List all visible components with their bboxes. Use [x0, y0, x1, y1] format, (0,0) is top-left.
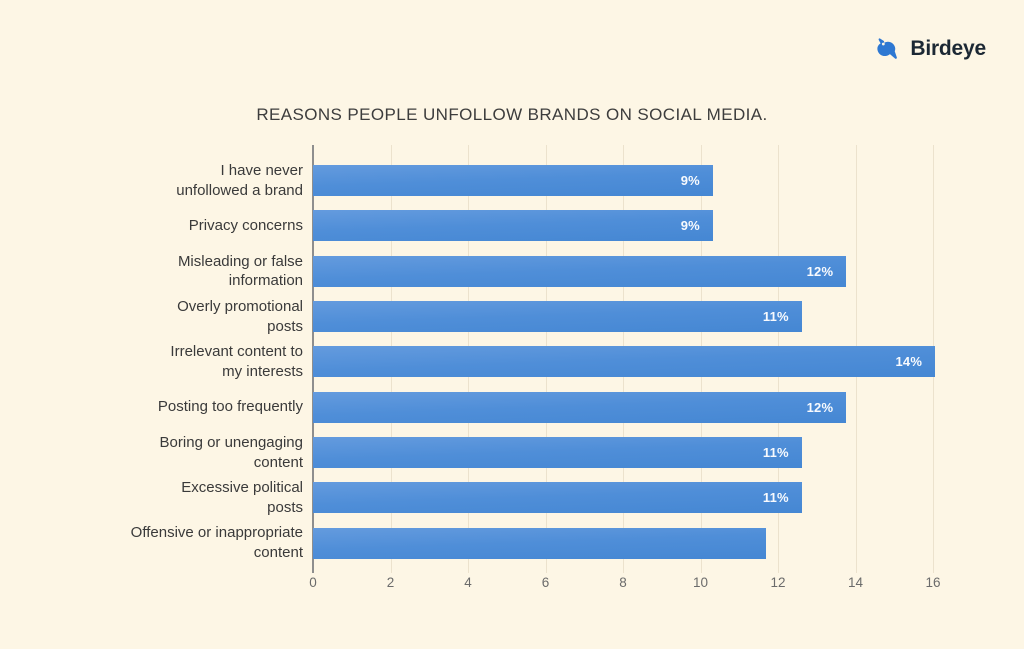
x-axis-tick-label: 14: [847, 575, 864, 590]
bar-rows: I have never unfollowed a brand 9% Priva…: [0, 158, 1024, 566]
x-axis-tick-label: 12: [770, 575, 786, 590]
bar-value-label: 11%: [762, 490, 789, 506]
bar: 12%: [313, 391, 847, 423]
chart-title: REASONS PEOPLE UNFOLLOW BRANDS ON SOCIAL…: [256, 105, 768, 124]
table-row: Posting too frequently 12%: [0, 385, 1024, 430]
category-label: Misleading or false information: [177, 252, 303, 290]
category-label: Posting too frequently: [157, 398, 303, 416]
table-row: Excessive political posts 11%: [0, 475, 1024, 520]
x-axis-tick-label: 0: [309, 575, 317, 590]
category-label: I have never unfollowed a brand: [176, 161, 303, 199]
bar-chart: I have never unfollowed a brand 9% Priva…: [0, 145, 1024, 590]
bar-value-label: 9%: [680, 218, 700, 234]
bird-icon: [877, 38, 898, 59]
x-axis: 0 2 4 6 8 10 12 14 16: [309, 575, 940, 595]
bar: 11%: [313, 437, 802, 469]
brand-name: Birdeye: [910, 36, 986, 60]
table-row: Overly promotional posts 11%: [0, 294, 1024, 339]
bar: 11%: [313, 482, 802, 514]
category-label: Offensive or inappropriate content: [130, 524, 303, 562]
category-label: Boring or unengaging content: [159, 433, 303, 471]
category-label: Overly promotional posts: [177, 297, 303, 335]
bar: [313, 527, 767, 559]
x-axis-tick-label: 6: [541, 575, 550, 590]
x-axis-tick-label: 2: [386, 575, 395, 590]
bar: 9%: [313, 165, 713, 197]
x-axis-tick-label: 4: [464, 575, 472, 590]
bottom-edge: [0, 649, 1024, 652]
bar: 14%: [313, 346, 936, 378]
table-row: Irrelevant content to my interests 14%: [0, 339, 1024, 384]
category-label: Irrelevant content to my interests: [170, 343, 303, 380]
bar-value-label: 12%: [806, 399, 834, 415]
x-axis-tick-label: 16: [925, 575, 941, 590]
bar: 11%: [313, 301, 802, 333]
category-label: Excessive political posts: [181, 479, 303, 516]
x-axis-tick-label: 10: [692, 575, 709, 590]
table-row: Misleading or false information 12%: [0, 249, 1024, 294]
bar: 9%: [313, 210, 713, 242]
category-label: Privacy concerns: [188, 217, 303, 235]
bar-value-label: 9%: [680, 173, 700, 189]
table-row: Privacy concerns 9%: [0, 203, 1024, 248]
table-row: I have never unfollowed a brand 9%: [0, 158, 1024, 203]
bar: 12%: [313, 255, 847, 287]
table-row: Boring or unengaging content 11%: [0, 430, 1024, 475]
x-axis-tick-label: 8: [619, 575, 627, 590]
bar-value-label: 11%: [762, 309, 789, 325]
bar-value-label: 14%: [895, 354, 923, 370]
bar-value-label: 12%: [806, 263, 834, 279]
table-row: Offensive or inappropriate content: [0, 521, 1024, 566]
brand-logo: Birdeye: [876, 36, 986, 61]
bar-value-label: 11%: [762, 445, 789, 461]
